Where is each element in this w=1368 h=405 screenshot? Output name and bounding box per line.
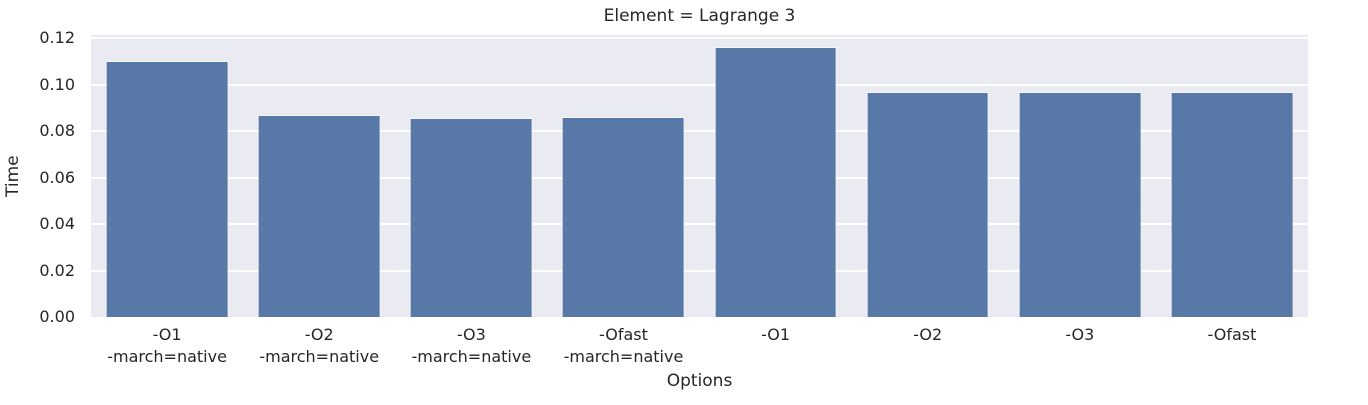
- bar--O1: [715, 48, 836, 317]
- y-tick-label: 0.00: [39, 307, 75, 326]
- gridline: [91, 176, 1308, 179]
- bar--O3: [1019, 93, 1141, 317]
- bar--O2--march=native: [258, 115, 380, 317]
- plot-area: [91, 35, 1308, 317]
- x-tick-label: -Ofast -march=native: [563, 325, 684, 366]
- y-tick-label: 0.08: [39, 121, 75, 141]
- bar--O3--march=native: [410, 118, 532, 317]
- x-tick-label: -O2: [913, 325, 943, 344]
- x-tick-label: -O3 -march=native: [411, 325, 532, 366]
- x-tick-label: -Ofast: [1207, 325, 1257, 344]
- y-tick-label: 0.10: [39, 74, 75, 94]
- gridline: [91, 269, 1308, 272]
- x-tick-label: -O2 -march=native: [259, 325, 380, 366]
- bar--Ofast: [1171, 93, 1293, 317]
- x-axis-label: Options: [666, 371, 733, 391]
- bar--Ofast--march=native: [563, 118, 684, 317]
- bar--O2: [867, 93, 989, 317]
- y-tick-label: 0.12: [39, 28, 75, 48]
- y-tick-label: 0.06: [39, 167, 75, 187]
- y-tick-label: 0.04: [39, 214, 75, 234]
- gridline: [91, 37, 1308, 40]
- x-axis-tick-labels: -O1 -march=native -O2 -march=native -O3 -m…: [91, 324, 1308, 370]
- gridline: [91, 83, 1308, 86]
- gridline: [91, 223, 1308, 226]
- y-tick-label: 0.02: [39, 260, 75, 280]
- bar--O1--march=native: [106, 62, 228, 317]
- y-axis-tick-labels: 0.00 0.02 0.04 0.06 0.08 0.10 0.12: [0, 30, 75, 325]
- chart-title: Element = Lagrange 3: [603, 6, 796, 26]
- x-tick-label: -O1 -march=native: [107, 325, 227, 366]
- gridline: [91, 130, 1308, 133]
- x-tick-label: -O3: [1065, 325, 1095, 344]
- x-tick-label: -O1: [761, 325, 791, 344]
